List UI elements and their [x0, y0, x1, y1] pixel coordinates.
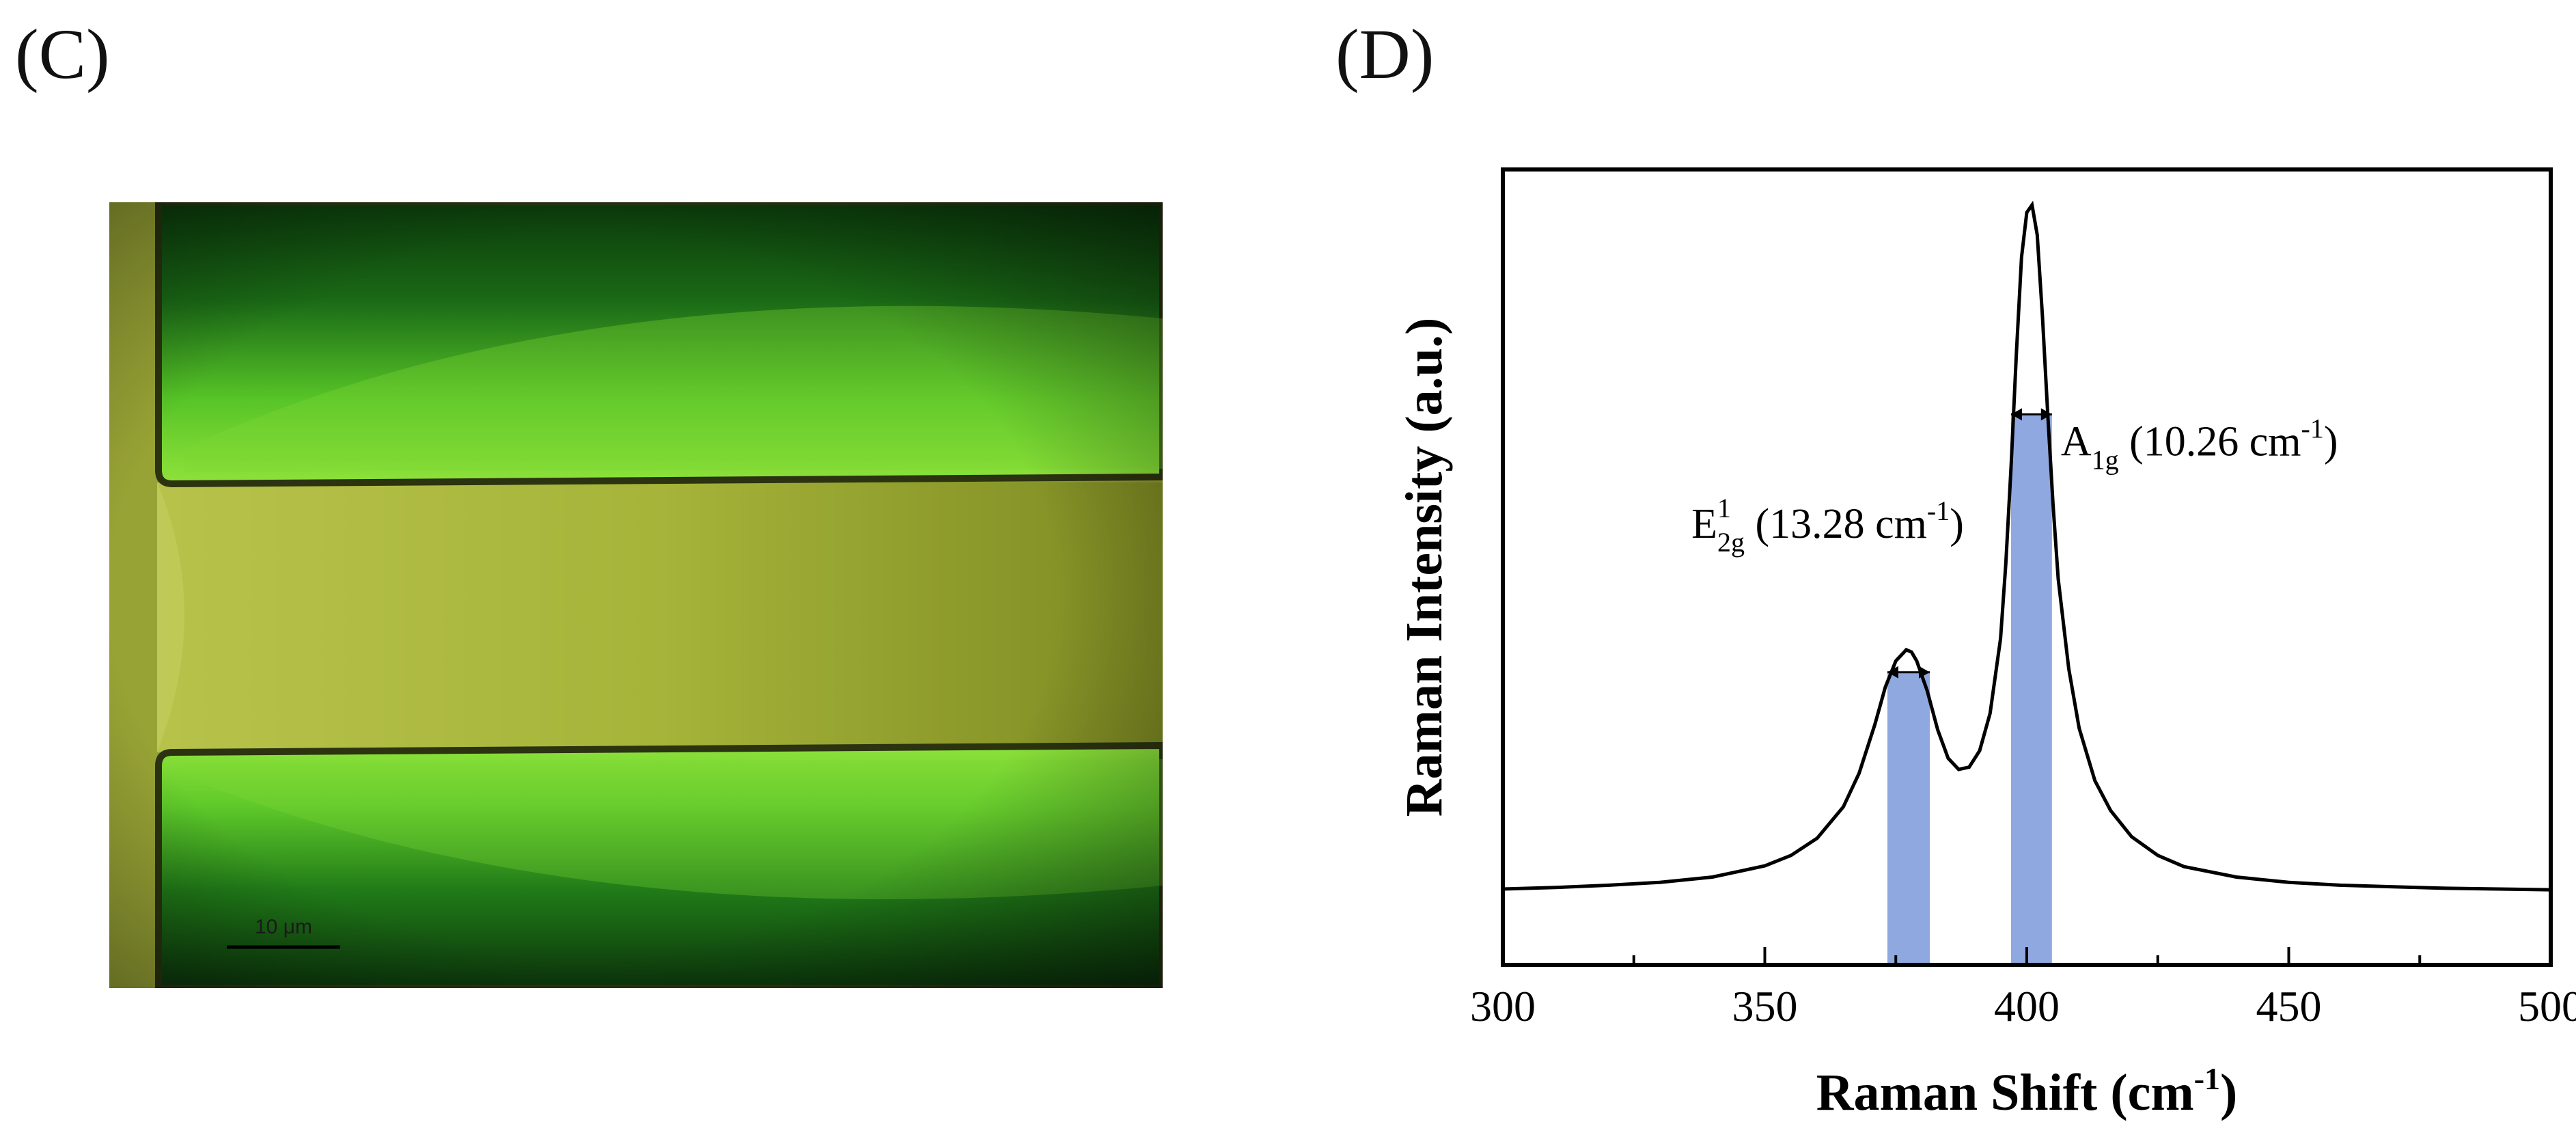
x-tick-label: 400: [1994, 982, 2060, 1030]
y-axis-label: Raman Intensity (a.u.): [1396, 318, 1453, 817]
panel-label-c: (C): [15, 15, 110, 94]
x-tick-label: 350: [1732, 982, 1798, 1030]
x-axis-label: Raman Shift (cm-1): [1816, 1061, 2238, 1121]
fwhm-band-2: [2010, 414, 2052, 965]
optical-micrograph: 10 μm: [109, 202, 1163, 988]
panel-label-d: (D): [1335, 15, 1435, 94]
fwhm-arrows: [1887, 408, 2052, 679]
x-axis-ticks: [1501, 947, 2552, 965]
scale-bar-label: 10 μm: [255, 916, 312, 938]
peak-annotations: E1 2g (13.28 cm-1) A1g (10.26 cm-1): [1691, 413, 2338, 557]
fwhm-bands: [1887, 414, 2052, 965]
x-tick-label: 450: [2256, 982, 2322, 1030]
spectrum-line: [1502, 200, 2551, 892]
peak-annotation-1: E1 2g (13.28 cm-1): [1691, 493, 1964, 558]
x-tick-label: 500: [2518, 982, 2576, 1030]
fwhm-arrow-2: [2010, 408, 2052, 421]
x-axis-tick-labels: 300 350 400 450 500: [1470, 982, 2576, 1030]
fwhm-band-1: [1887, 672, 1930, 965]
peak-annotation-2: A1g (10.26 cm-1): [2061, 413, 2338, 475]
vignette: [109, 202, 1163, 988]
x-tick-label: 300: [1470, 982, 1536, 1030]
raman-chart: 300 350 400 450 500 E1 2g (13.28 cm-1) A1g (10…: [1366, 137, 2576, 1148]
fwhm-arrow-1: [1887, 666, 1930, 679]
